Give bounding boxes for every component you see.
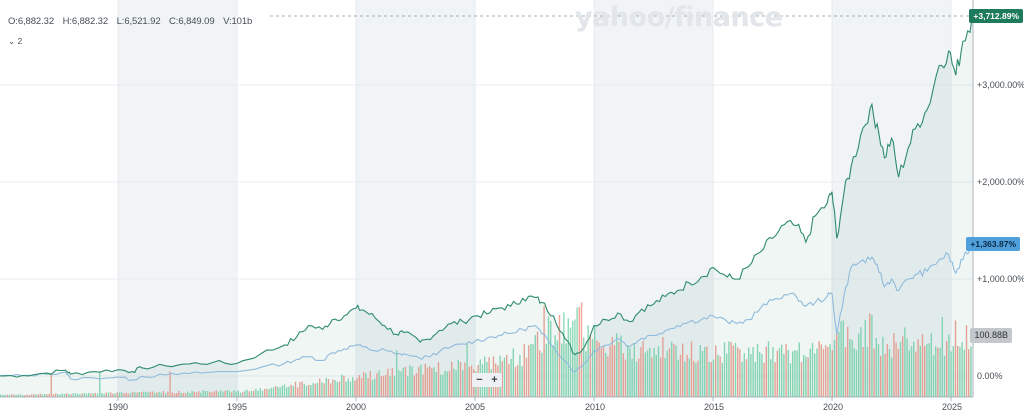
y-tick-3000: +3,000.00% xyxy=(977,80,1024,90)
grid-lines xyxy=(0,0,973,397)
ohlc-readout: O:6,882.32 H:6,882.32 L:6,521.92 C:6,849… xyxy=(8,16,258,27)
y-tick-1000: +1,000.00% xyxy=(977,274,1024,284)
year-bands xyxy=(118,0,951,397)
x-tick-1995: 1995 xyxy=(226,402,248,412)
close-value: C:6,849.09 xyxy=(169,16,215,27)
zoom-in-button[interactable]: + xyxy=(491,374,498,386)
x-tick-2025: 2025 xyxy=(941,402,963,412)
series1-last-value-tag: +3,712.89% xyxy=(969,9,1023,23)
volume-bars xyxy=(0,302,972,397)
yahoo-finance-watermark: yahoo/finance xyxy=(575,2,783,33)
series1-area xyxy=(0,15,973,397)
zoom-controls: − + xyxy=(472,373,502,387)
high-value: H:6,882.32 xyxy=(62,16,109,27)
volume-last-value-tag: 100.88B xyxy=(970,328,1012,343)
series1-line[interactable] xyxy=(0,15,973,378)
y-tick-0: 0.00% xyxy=(977,371,1003,381)
x-tick-2020: 2020 xyxy=(822,402,844,412)
x-tick-2015: 2015 xyxy=(703,402,725,412)
x-tick-2000: 2000 xyxy=(345,402,367,412)
series2-line[interactable] xyxy=(0,243,973,381)
x-axis-ticks xyxy=(117,397,952,401)
x-tick-1990: 1990 xyxy=(107,402,129,412)
x-tick-2010: 2010 xyxy=(584,402,606,412)
volume-value: V:101b xyxy=(223,16,253,27)
open-value: O:6,882.32 xyxy=(8,16,55,27)
low-value: L:6,521.92 xyxy=(116,16,161,27)
y-tick-2000: +2,000.00% xyxy=(977,177,1024,187)
legend-collapse-toggle[interactable]: ⌄ 2 xyxy=(8,36,23,46)
x-tick-2005: 2005 xyxy=(464,402,486,412)
series2-last-value-tag: +1,363.87% xyxy=(966,237,1020,251)
zoom-out-button[interactable]: − xyxy=(476,374,483,386)
